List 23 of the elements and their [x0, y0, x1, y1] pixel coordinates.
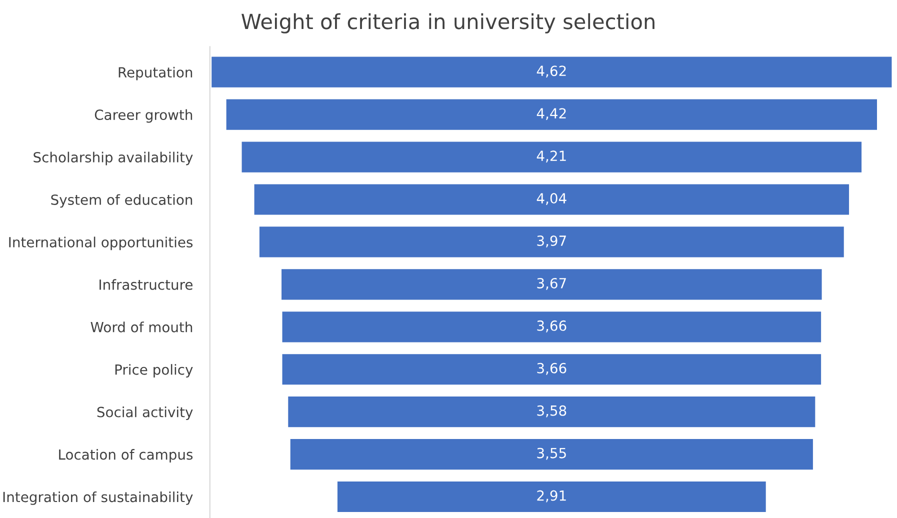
data-label: 4,21: [536, 150, 566, 162]
category-label: Infrastructure: [100, 279, 192, 290]
data-label: 2,91: [537, 490, 566, 502]
category-label: Word of mouth: [90, 322, 192, 332]
category-label: Scholarship availability: [34, 152, 193, 166]
category-label: Reputation: [118, 66, 192, 80]
category-label: System of education: [51, 194, 192, 208]
text: Weight of criteria in university selection: [242, 13, 654, 34]
category-label: Price policy: [115, 364, 193, 378]
data-label: 3,66: [537, 320, 566, 332]
data-label: 3,67: [537, 278, 566, 290]
category-label: Social activity: [97, 406, 193, 420]
category-label: Career growth: [94, 109, 192, 123]
data-label: 3,66: [537, 362, 566, 375]
category-label: International opportunities: [9, 236, 193, 250]
data-label: 4,42: [536, 108, 566, 120]
category-label: Location of campus: [59, 449, 193, 462]
data-label: 4,62: [536, 66, 566, 78]
data-label: 3,97: [537, 235, 566, 248]
data-label: 4,04: [536, 193, 566, 205]
data-label: 3,58: [537, 405, 566, 418]
data-label: 3,55: [537, 448, 566, 460]
category-label: Integration of sustainability: [3, 491, 193, 505]
